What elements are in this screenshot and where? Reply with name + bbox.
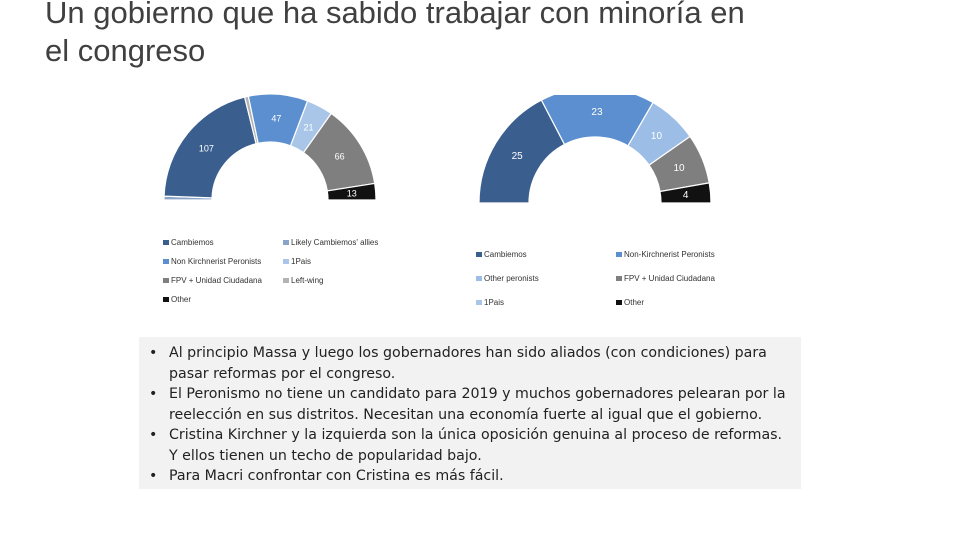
legend-swatch [283,259,289,264]
bullet-text: El Peronismo no tiene un candidato para … [169,386,786,423]
chart-senadores: 25 23 10 10 4 [478,95,712,204]
legend-swatch [616,252,622,257]
legend-label: FPV + Unidad Ciudadana [624,274,715,283]
legend-label: Left-wing [291,276,324,285]
bullet-symbol: • [149,386,158,402]
slice-other [659,182,712,204]
legend-item-fpv-unidad-ciudadana: FPV + Unidad Ciudadana [163,276,262,285]
chart-diputados: 107 47 21 66 13 [163,93,377,201]
legend-item-fpv-unidad-ciudadana: FPV + Unidad Ciudadana [616,274,715,283]
legend-item-likely-cambiemos-allies: Likely Cambiemos' allies [283,238,378,247]
data-label-non-kirchnerist-peronists: 47 [271,113,281,123]
legend-label: Cambiemos [171,238,214,247]
legend-swatch [163,240,169,245]
legend-swatch [476,252,482,257]
legend-label: Non-Kirchnerist Peronists [624,250,715,259]
bullet-item: • Para Macri confrontar con Cristina es m… [147,466,791,487]
bullet-symbol: • [149,345,158,361]
legend-item-non-kirchnerist-peronists: Non Kirchnerist Peronists [163,257,261,266]
data-label-cambiemos: 107 [199,143,214,153]
legend-label: Cambiemos [484,250,527,259]
legend-swatch [163,297,169,302]
bullet-symbol: • [149,468,158,484]
data-label-cambiemos: 25 [512,151,524,162]
legend-label: Other [624,298,645,307]
legend-label: Likely Cambiemos' allies [291,238,379,247]
legend-label: 1Pais [484,298,505,307]
bullet-panel: • Al principio Massa y luego los gobernad… [139,337,801,489]
legend-item-other: Other [616,298,644,307]
legend-label: Non Kirchnerist Peronists [171,257,262,266]
bullet-symbol: • [149,427,158,443]
legend-swatch [616,300,622,305]
legend-item-1pais: 1Pais [476,298,504,307]
data-label-fpv-unidad-ciudadana: 10 [674,163,686,174]
legend-item-non-kirchnerist-peronists: Non-Kirchnerist Peronists [616,250,715,259]
data-label-1pais: 21 [304,123,314,133]
legend-item-cambiemos: Cambiemos [476,250,527,259]
legend-label: Other [171,295,192,304]
legend-item-other-peronists: Other peronists [476,274,539,283]
bullet-list: • Al principio Massa y luego los gobernad… [147,343,791,487]
data-label-other: 4 [683,190,689,201]
legend-item-1pais: 1Pais [283,257,311,266]
legend-swatch [476,300,482,305]
legend-item-other: Other [163,295,191,304]
bullet-item: • Al principio Massa y luego los gobernad… [147,343,791,384]
legend-label: FPV + Unidad Ciudadana [171,276,262,285]
legend-swatch [283,278,289,283]
legend-swatch [283,240,289,245]
legend-label: 1Pais [291,257,312,266]
legend-swatch [616,276,622,281]
legend-item-cambiemos: Cambiemos [163,238,214,247]
slide-title: Un gobierno que ha sabido trabajar con m… [45,0,745,68]
data-label-non-kirchnerist-peronists: 23 [591,107,603,118]
data-label-other-peronists: 10 [651,131,663,142]
legend-diputados: Cambiemos Likely Cambiemos' allies Non Kir… [163,238,423,308]
data-label-fpv-unidad-ciudadana: 66 [335,152,345,162]
data-label-other: 13 [347,189,357,199]
legend-swatch [476,276,482,281]
bullet-item: • Cristina Kirchner y la izquierda son la… [147,425,791,466]
legend-item-left-wing: Left-wing [283,276,323,285]
legend-swatch [163,259,169,264]
bullet-item: • El Peronismo no tiene un candidato para… [147,384,791,425]
bullet-text: Al principio Massa y luego los gobernado… [169,345,767,382]
legend-label: Other peronists [484,274,539,283]
legend-swatch [163,278,169,283]
slice-other [326,182,377,201]
bullet-text: Para Macri confrontar con Cristina es má… [169,468,504,484]
bullet-text: Cristina Kirchner y la izquierda son la … [169,427,783,464]
legend-senadores: Cambiemos Non-Kirchnerist Peronists Other … [476,250,736,315]
